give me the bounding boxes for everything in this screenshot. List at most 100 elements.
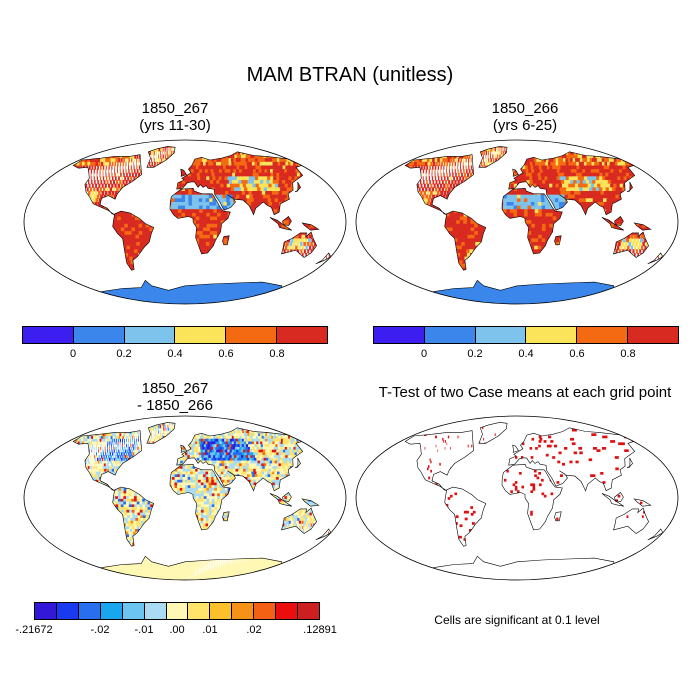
map-diff-coast-borneo: [282, 492, 292, 502]
colorbar-diff-tick-label: .02: [246, 624, 262, 636]
colorbar-diff-tick-label: -.21672: [15, 624, 53, 636]
map-case2-coast-uk: [512, 168, 519, 177]
map-ttest-coast-uk: [512, 444, 519, 453]
panel-title-case2: 1850_266 (yrs 6-25): [410, 100, 640, 134]
map-case1-coast-samerica: [112, 210, 155, 271]
panel-title-ttest-line1: T-Test of two Case means at each grid po…: [378, 384, 672, 401]
map-case1-border: [23, 139, 347, 305]
colorbar-diff-swatch: [35, 603, 57, 619]
map-diff-coast-japan: [294, 457, 301, 469]
map-ttest: [355, 415, 679, 581]
colorbar-diff-swatch: [254, 603, 277, 619]
map-ttest-coast-eurasia: [508, 427, 637, 492]
map-ttest-coast-japan: [626, 457, 633, 469]
map-case2-coast-africa: [501, 187, 563, 255]
map-diff-coast-samerica: [112, 486, 155, 547]
map-ttest-coast-namerica: [404, 430, 474, 491]
map-case1-coast-eurasia: [176, 151, 305, 216]
colorbar-case1-swatch: [73, 327, 125, 343]
map-case2-coast-madagascar: [554, 235, 562, 246]
colorbar-diff-swatch: [78, 603, 101, 619]
panel-title-diff-line2: - 1850_266: [137, 397, 213, 414]
map-ttest-coast-samerica: [444, 486, 487, 547]
map-diff-coast-australia: [281, 507, 317, 534]
colorbar-case1: [22, 326, 328, 344]
map-ttest-coast-australia: [613, 507, 649, 534]
colorbar-diff-swatch: [210, 603, 233, 619]
map-case2-coast-nz: [647, 252, 664, 265]
colorbar-case2-tick-label: 0.2: [467, 348, 483, 360]
map-case1-coast-newguinea: [301, 222, 320, 231]
colorbar-diff-tick-label: -.01: [134, 624, 154, 636]
colorbar-case1-swatch: [23, 327, 74, 343]
map-diff-border: [23, 415, 347, 581]
panel-title-case1: 1850_267 (yrs 11-30): [60, 100, 290, 134]
map-case2-coast-indonesia: [601, 217, 625, 231]
map-diff-coast-greenland: [146, 422, 176, 444]
colorbar-case1-swatch: [175, 327, 227, 343]
map-diff-coast-madagascar: [222, 511, 230, 522]
map-case1-coast-borneo: [282, 216, 292, 226]
colorbar-case1-tick-label: 0.8: [269, 348, 285, 360]
map-diff: [23, 415, 347, 581]
colorbar-case1-swatch: [124, 327, 176, 343]
colorbar-case2-swatch: [424, 327, 476, 343]
map-case1-coast-greenland: [146, 146, 176, 168]
panel-title-case1-line1: 1850_267: [141, 100, 209, 117]
colorbar-diff-swatch: [166, 603, 189, 619]
map-case2-antarctica-fill: [425, 280, 614, 304]
map-ttest-coast-borneo: [614, 492, 624, 502]
map-ttest-coast-madagascar: [554, 511, 562, 522]
map-case2-coast-japan: [626, 181, 633, 193]
map-diff-coast-uk: [180, 444, 187, 453]
map-ttest-coast-nz: [647, 528, 664, 541]
colorbar-case1-tick-label: 0: [69, 348, 77, 360]
colorbar-diff-swatch: [100, 603, 123, 619]
colorbar-diff-tick-label: -.02: [90, 624, 110, 636]
colorbar-diff-tick-label: .12891: [303, 624, 337, 636]
map-case1-coast-namerica: [72, 154, 142, 215]
map-case2-coast-eurasia: [508, 151, 637, 216]
colorbar-diff-ticks: -.21672 -.02 -.01 .00 .01 .02 .12891: [15, 624, 336, 638]
colorbar-diff-swatch: [56, 603, 79, 619]
colorbar-case1-tick-label: 0.6: [218, 348, 234, 360]
colorbar-diff: [34, 602, 320, 620]
map-case2-coast-newguinea: [633, 222, 652, 231]
colorbar-case1-swatch: [226, 327, 278, 343]
colorbar-diff-tick-label: .00: [169, 624, 185, 636]
map-case2-border: [355, 139, 679, 305]
colorbar-case2-tick-label: 0.4: [518, 348, 534, 360]
map-diff-coast-indonesia: [269, 493, 293, 507]
colorbar-case2: [373, 326, 679, 344]
map-diff-coast-namerica: [72, 430, 142, 491]
map-ttest-coast-newguinea: [633, 498, 652, 507]
map-ttest-border: [355, 415, 679, 581]
map-case1-coast-africa: [169, 187, 231, 255]
map-case2-coast-samerica: [444, 210, 487, 271]
panel-title-diff-line1: 1850_267: [141, 380, 209, 397]
colorbar-diff-swatch: [232, 603, 255, 619]
colorbar-case2-swatch: [628, 327, 678, 343]
colorbar-case1-tick-label: 0.2: [116, 348, 132, 360]
colorbar-case1-tick-label: 0.4: [167, 348, 183, 360]
figure-title: MAM BTRAN (unitless): [246, 64, 454, 86]
map-case2-coast-namerica: [404, 154, 474, 215]
colorbar-case1-ticks: 0 0.2 0.4 0.6 0.8: [22, 348, 328, 362]
map-case1-antarctica-fill: [93, 280, 282, 304]
map-diff-coast-nz: [315, 528, 332, 541]
map-case1-coast-uk: [180, 168, 187, 177]
colorbar-case2-swatch: [374, 327, 425, 343]
panel-title-ttest: T-Test of two Case means at each grid po…: [350, 384, 700, 401]
panel-title-case1-line2: (yrs 11-30): [139, 117, 211, 134]
panel-title-diff: 1850_267 - 1850_266: [60, 380, 290, 414]
map-diff-coast-newguinea: [301, 498, 320, 507]
map-case2-coast-greenland: [478, 146, 508, 168]
colorbar-diff-swatch: [122, 603, 145, 619]
colorbar-case2-tick-label: 0.6: [569, 348, 585, 360]
map-ttest-coast-indonesia: [601, 493, 625, 507]
map-ttest-coast-greenland: [478, 422, 508, 444]
map-case1-coast-indonesia: [269, 217, 293, 231]
map-ttest-ocean: [356, 416, 678, 580]
colorbar-case1-swatch: [277, 327, 327, 343]
map-case2-coast-australia: [613, 231, 649, 258]
